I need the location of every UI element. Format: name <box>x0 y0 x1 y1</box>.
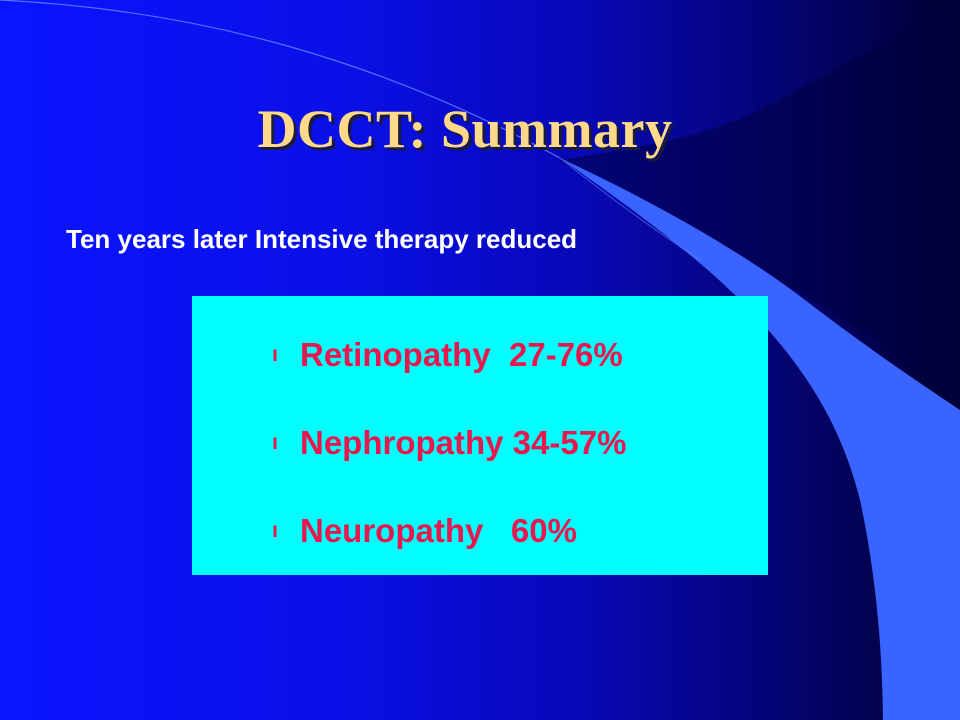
slide-subtitle: Ten years later Intensive therapy reduce… <box>66 224 578 254</box>
bullet-item-nephropathy: ⵏ Nephropathy 34-57% <box>272 424 626 462</box>
bullet-text: Retinopathy 27-76% <box>300 336 623 373</box>
bullet-icon: ⵏ <box>272 524 278 541</box>
bullet-text: Nephropathy 34-57% <box>300 424 627 461</box>
bullet-icon: ⵏ <box>272 436 278 453</box>
slide-title: DCCT: Summary <box>257 99 673 159</box>
bullet-item-neuropathy: ⵏ Neuropathy 60% <box>272 512 577 550</box>
bullet-item-retinopathy: ⵏ Retinopathy 27-76% <box>272 336 623 374</box>
bullet-text: Neuropathy 60% <box>300 512 577 549</box>
background-arc-line <box>0 0 561 159</box>
bullet-icon: ⵏ <box>272 348 278 365</box>
background-wing-shape <box>560 158 960 720</box>
highlight-box: ⵏ Retinopathy 27-76% ⵏ Nephropathy 34-57… <box>192 296 768 575</box>
background-arc-line-2 <box>559 157 701 261</box>
background-swoosh-shape <box>560 0 960 410</box>
